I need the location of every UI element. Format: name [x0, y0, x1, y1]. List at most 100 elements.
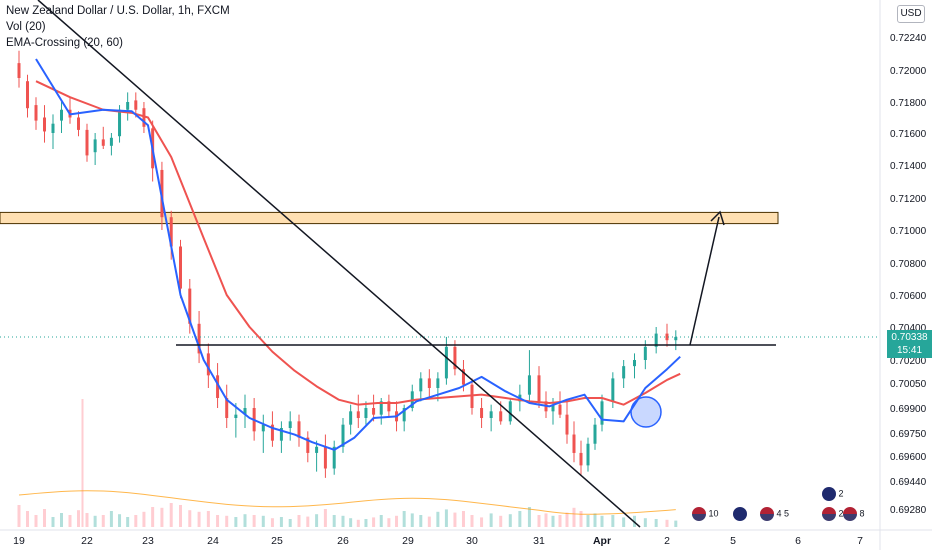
- x-tick-label: 6: [795, 535, 801, 547]
- candle-body: [489, 411, 493, 418]
- candle-body: [427, 378, 431, 388]
- x-tick-label: 26: [337, 535, 349, 547]
- y-tick-label: 0.70800: [890, 259, 927, 270]
- x-tick-label: 22: [81, 535, 93, 547]
- volume-bar: [332, 515, 336, 527]
- candle-body: [341, 424, 345, 447]
- candle-body: [364, 408, 368, 418]
- volume-bar: [579, 511, 583, 527]
- candle-body: [51, 123, 55, 133]
- candle-body: [17, 63, 21, 78]
- volume-bar: [297, 515, 301, 527]
- volume-bar: [419, 515, 423, 527]
- forecast-arrowhead: [710, 210, 725, 226]
- y-tick-label: 0.71600: [890, 129, 927, 140]
- volume-bar: [225, 515, 229, 527]
- volume-bar: [379, 515, 383, 527]
- breakout-highlight-circle[interactable]: [630, 396, 662, 428]
- event-nz-top[interactable]: 2: [822, 487, 844, 501]
- forecast-arrow[interactable]: [689, 216, 720, 346]
- resistance-zone[interactable]: [0, 211, 779, 225]
- candle-body: [60, 109, 63, 121]
- volume-bar: [243, 514, 247, 527]
- volume-bar: [279, 517, 283, 527]
- candle-body: [323, 446, 327, 469]
- y-tick-label: 0.70400: [890, 323, 927, 334]
- descending-trendline[interactable]: [37, 0, 641, 528]
- volume-bar: [565, 512, 569, 527]
- candle-body: [26, 81, 29, 109]
- volume-bar: [611, 515, 615, 527]
- currency-selector[interactable]: USD: [897, 5, 925, 23]
- volume-bar: [216, 515, 220, 527]
- candle-body: [436, 378, 440, 388]
- volume-bar: [654, 519, 658, 527]
- volume-bar: [444, 509, 448, 527]
- volume-bar: [544, 513, 548, 527]
- candle-body: [600, 401, 604, 425]
- volume-bar: [461, 511, 465, 527]
- y-tick-label: 0.69900: [890, 404, 927, 415]
- volume-bar: [410, 513, 414, 527]
- candle-body: [349, 411, 353, 425]
- y-tick-label: 0.71800: [890, 98, 927, 109]
- x-tick-label: Apr: [593, 535, 611, 547]
- candle-body: [216, 375, 220, 398]
- candle-body: [633, 360, 636, 367]
- y-tick-label: 0.72240: [890, 33, 927, 44]
- candle-body: [93, 139, 97, 153]
- volume-bar: [527, 507, 531, 527]
- candle-body: [34, 105, 38, 121]
- event-count: 2: [838, 508, 844, 519]
- volume-bar: [118, 514, 122, 527]
- volume-bar: [341, 515, 345, 527]
- candle-body: [622, 366, 626, 379]
- x-tick-label: 19: [13, 535, 25, 547]
- nz-flag-icon: [733, 507, 747, 521]
- event-nz[interactable]: [733, 507, 747, 521]
- event-us-multi[interactable]: 4 5: [760, 507, 789, 521]
- event-us-nz[interactable]: 8: [843, 507, 865, 521]
- event-us-bottom[interactable]: 2: [822, 507, 844, 521]
- y-tick-label: 0.69750: [890, 429, 927, 440]
- volume-bar: [551, 515, 555, 527]
- volume-bar: [234, 517, 238, 527]
- volume-bar: [600, 515, 604, 527]
- chart-legend: New Zealand Dollar / U.S. Dollar, 1h, FX…: [6, 3, 230, 51]
- volume-bar: [51, 517, 55, 527]
- x-tick-label: 5: [730, 535, 736, 547]
- candle-body: [279, 428, 283, 441]
- indicator-volume[interactable]: Vol (20): [6, 21, 46, 33]
- volume-bar: [77, 510, 80, 527]
- volume-bar: [387, 518, 391, 527]
- volume-bar: [593, 513, 597, 527]
- y-tick-label: 0.70600: [890, 291, 927, 302]
- candle-body: [480, 408, 484, 418]
- candle-body: [188, 288, 192, 324]
- candle-body: [579, 452, 583, 466]
- volume-bar: [142, 511, 146, 527]
- volume-bar: [101, 515, 105, 527]
- event-us[interactable]: 10: [692, 507, 719, 521]
- candle-body: [315, 446, 319, 453]
- volume-bar: [499, 515, 503, 527]
- y-tick-label: 0.70050: [890, 379, 927, 390]
- volume-bar: [34, 515, 38, 527]
- event-count: 2: [838, 488, 844, 499]
- indicator-ema-crossing[interactable]: EMA-Crossing (20, 60): [6, 37, 123, 49]
- candle-body: [297, 421, 301, 438]
- x-tick-label: 30: [466, 535, 478, 547]
- symbol-title[interactable]: New Zealand Dollar / U.S. Dollar, 1h, FX…: [6, 5, 230, 17]
- candle-body: [85, 129, 89, 156]
- current-price-tag: 0.70338 15:41: [887, 330, 932, 358]
- candle-body: [356, 411, 360, 418]
- candle-body: [197, 323, 201, 354]
- candle-body: [379, 401, 383, 415]
- us-flag-icon: [822, 507, 836, 521]
- volume-bar-spike: [81, 399, 84, 527]
- bar-countdown: 15:41: [896, 345, 923, 356]
- candle-body: [270, 424, 274, 441]
- volume-bar: [60, 513, 63, 527]
